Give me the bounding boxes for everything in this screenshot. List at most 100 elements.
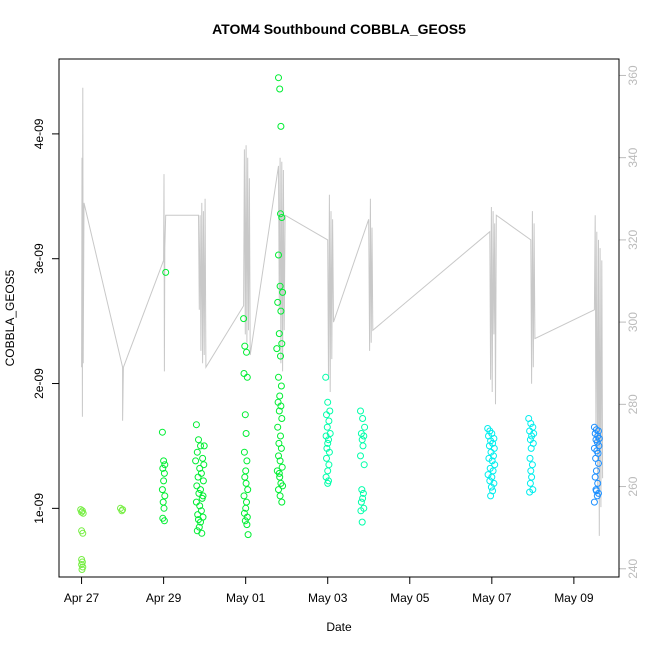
y-axis-tick-label: 1e-09 [32,493,46,524]
data-point [277,122,285,130]
data-point [322,473,330,481]
data-point [192,421,200,429]
data-point [527,420,535,427]
data-point [357,507,365,515]
data-point [275,74,282,82]
data-point [275,452,282,460]
data-point [197,486,204,494]
data-point [196,464,204,472]
data-point [528,432,536,440]
data-point [160,477,168,485]
data-point [241,342,249,350]
data-point [324,479,332,487]
data-point [357,498,365,506]
data-point [275,469,283,477]
data-point [244,486,252,494]
data-point [242,430,250,437]
data-point [593,492,601,500]
data-point [199,454,207,462]
data-point [528,473,536,481]
data-point [278,498,286,506]
data-point [277,444,285,452]
data-point [273,345,281,353]
y2-axis-tick-label: 360 [626,65,640,85]
data-point [278,340,286,348]
x-axis-tick-label: May 01 [226,591,266,605]
data-point [240,448,248,456]
data-point [276,457,284,465]
data-point [279,482,287,490]
data-point [324,398,332,406]
data-point [526,479,534,487]
x-axis-tick-label: May 07 [472,591,512,605]
data-point [274,298,282,306]
data-point [358,486,366,494]
data-point [242,504,250,512]
points-layer [77,74,603,573]
x-axis-tick-label: May 05 [390,591,430,605]
data-point [360,461,368,469]
x-axis-tick-label: May 03 [308,591,348,605]
data-point [277,352,284,360]
y2-axis-tick-label: 300 [626,312,640,332]
data-point [197,442,204,450]
data-point [197,518,204,526]
data-point [278,463,286,471]
data-point [192,457,200,465]
data-point [359,442,367,450]
x-axis-tick-label: Apr 29 [146,591,182,605]
data-point [324,439,332,447]
data-point [243,457,251,465]
data-point [360,432,368,440]
data-point [200,461,208,469]
data-point [323,454,330,462]
y-axis-tick-label: 2e-09 [32,368,46,399]
data-point [244,531,252,539]
secondary-series-line [81,87,604,536]
data-point [240,315,248,323]
x-axis-tick-label: May 09 [554,591,594,605]
data-point [357,407,364,415]
data-point [243,348,250,356]
data-point [276,492,284,500]
data-point [276,282,284,290]
data-point [199,477,207,485]
data-point [325,417,333,425]
y2-axis-tick-label: 320 [626,230,640,250]
data-point [277,382,285,390]
data-point [274,423,282,431]
y-axis-tick-label: 3e-09 [32,243,46,274]
y-axis-label: COBBLA_GEOS5 [3,269,17,366]
data-point [325,448,333,456]
y2-axis-tick-label: 340 [626,147,640,167]
y2-axis-tick-label: 240 [626,558,640,578]
data-point [195,436,202,444]
data-point [200,442,208,450]
chart-title: ATOM4 Southbound COBBLA_GEOS5 [212,21,466,37]
data-point [275,373,282,381]
data-point [243,513,251,521]
data-point [193,482,201,490]
data-point [78,566,86,573]
data-point [594,479,602,487]
data-point [357,452,364,460]
data-point [160,504,168,512]
data-point [279,288,287,296]
data-point [195,523,203,531]
data-point [526,488,534,496]
data-point [240,492,248,500]
data-point [592,454,600,462]
data-point [243,521,251,529]
data-point [595,435,603,442]
data-point [161,492,169,500]
data-point [491,461,499,469]
data-point [277,432,284,440]
data-point [324,467,332,475]
data-point [78,508,86,516]
data-point [79,529,87,537]
data-point [241,411,249,419]
data-point [359,415,367,422]
y-axis-tick-label: 4e-09 [32,118,46,149]
data-point [278,415,286,422]
data-point [193,448,201,456]
